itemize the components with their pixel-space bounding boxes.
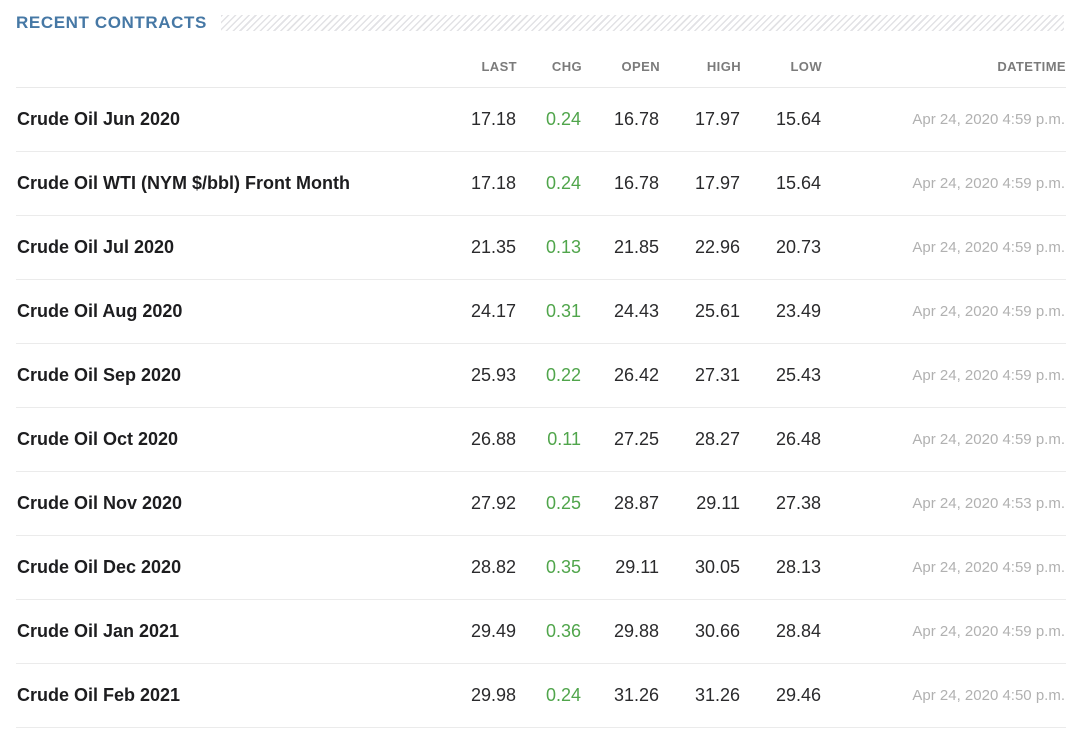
datetime-value: Apr 24, 2020 4:59 p.m.: [822, 407, 1066, 472]
open-value: 29.11: [582, 535, 660, 600]
high-value: 17.97: [660, 151, 741, 216]
change-value: 0.25: [517, 471, 582, 536]
table-row: Crude Oil Sep 2020 25.93 0.22 26.42 27.3…: [16, 343, 1066, 408]
low-value: 26.48: [741, 407, 822, 472]
change-value: 0.31: [517, 279, 582, 344]
contract-name-link[interactable]: Crude Oil Nov 2020: [16, 471, 437, 536]
high-value: 25.61: [660, 279, 741, 344]
column-header-high: HIGH: [660, 38, 741, 88]
last-value: 25.93: [437, 343, 517, 408]
column-header-last: LAST: [437, 38, 517, 88]
last-value: 28.82: [437, 535, 517, 600]
column-header-datetime: DATETIME: [822, 38, 1066, 88]
high-value: 27.31: [660, 343, 741, 408]
column-header-low: LOW: [741, 38, 822, 88]
open-value: 24.43: [582, 279, 660, 344]
contract-name-link[interactable]: Crude Oil Jul 2020: [16, 215, 437, 280]
change-value: 0.24: [517, 663, 582, 728]
table-body: Crude Oil Jun 2020 17.18 0.24 16.78 17.9…: [16, 87, 1066, 728]
low-value: 28.84: [741, 599, 822, 664]
contract-name-link[interactable]: Crude Oil Oct 2020: [16, 407, 437, 472]
change-value: 0.24: [517, 87, 582, 152]
high-value: 30.05: [660, 535, 741, 600]
table-row: Crude Oil Nov 2020 27.92 0.25 28.87 29.1…: [16, 471, 1066, 536]
last-value: 26.88: [437, 407, 517, 472]
contracts-table: LAST CHG OPEN HIGH LOW DATETIME Crude Oi…: [16, 38, 1066, 728]
datetime-value: Apr 24, 2020 4:59 p.m.: [822, 343, 1066, 408]
open-value: 26.42: [582, 343, 660, 408]
contract-name-link[interactable]: Crude Oil Feb 2021: [16, 663, 437, 728]
datetime-value: Apr 24, 2020 4:59 p.m.: [822, 87, 1066, 152]
table-row: Crude Oil Dec 2020 28.82 0.35 29.11 30.0…: [16, 535, 1066, 600]
last-value: 27.92: [437, 471, 517, 536]
datetime-value: Apr 24, 2020 4:59 p.m.: [822, 279, 1066, 344]
last-value: 29.98: [437, 663, 517, 728]
last-value: 17.18: [437, 151, 517, 216]
table-row: Crude Oil Jan 2021 29.49 0.36 29.88 30.6…: [16, 599, 1066, 664]
open-value: 16.78: [582, 87, 660, 152]
change-value: 0.13: [517, 215, 582, 280]
table-row: Crude Oil WTI (NYM $/bbl) Front Month 17…: [16, 151, 1066, 216]
high-value: 28.27: [660, 407, 741, 472]
datetime-value: Apr 24, 2020 4:53 p.m.: [822, 471, 1066, 536]
contract-name-link[interactable]: Crude Oil Dec 2020: [16, 535, 437, 600]
low-value: 28.13: [741, 535, 822, 600]
open-value: 31.26: [582, 663, 660, 728]
datetime-value: Apr 24, 2020 4:50 p.m.: [822, 663, 1066, 728]
contract-name-link[interactable]: Crude Oil WTI (NYM $/bbl) Front Month: [16, 151, 437, 216]
low-value: 25.43: [741, 343, 822, 408]
low-value: 27.38: [741, 471, 822, 536]
low-value: 20.73: [741, 215, 822, 280]
open-value: 27.25: [582, 407, 660, 472]
datetime-value: Apr 24, 2020 4:59 p.m.: [822, 599, 1066, 664]
change-value: 0.35: [517, 535, 582, 600]
low-value: 15.64: [741, 87, 822, 152]
table-row: Crude Oil Oct 2020 26.88 0.11 27.25 28.2…: [16, 407, 1066, 472]
open-value: 28.87: [582, 471, 660, 536]
high-value: 29.11: [660, 471, 741, 536]
contract-name-link[interactable]: Crude Oil Aug 2020: [16, 279, 437, 344]
datetime-value: Apr 24, 2020 4:59 p.m.: [822, 151, 1066, 216]
datetime-value: Apr 24, 2020 4:59 p.m.: [822, 215, 1066, 280]
section-title: RECENT CONTRACTS: [16, 13, 207, 32]
open-value: 29.88: [582, 599, 660, 664]
column-header-name: [16, 38, 437, 88]
last-value: 29.49: [437, 599, 517, 664]
open-value: 21.85: [582, 215, 660, 280]
table-row: Crude Oil Aug 2020 24.17 0.31 24.43 25.6…: [16, 279, 1066, 344]
change-value: 0.11: [517, 407, 582, 472]
high-value: 31.26: [660, 663, 741, 728]
column-header-open: OPEN: [582, 38, 660, 88]
last-value: 17.18: [437, 87, 517, 152]
last-value: 21.35: [437, 215, 517, 280]
high-value: 17.97: [660, 87, 741, 152]
low-value: 29.46: [741, 663, 822, 728]
low-value: 23.49: [741, 279, 822, 344]
datetime-value: Apr 24, 2020 4:59 p.m.: [822, 535, 1066, 600]
contract-name-link[interactable]: Crude Oil Jan 2021: [16, 599, 437, 664]
column-header-chg: CHG: [517, 38, 582, 88]
hatch-divider: [220, 15, 1064, 31]
high-value: 30.66: [660, 599, 741, 664]
contract-name-link[interactable]: Crude Oil Jun 2020: [16, 87, 437, 152]
high-value: 22.96: [660, 215, 741, 280]
section-header: RECENT CONTRACTS: [16, 10, 1064, 36]
last-value: 24.17: [437, 279, 517, 344]
change-value: 0.24: [517, 151, 582, 216]
table-row: Crude Oil Jun 2020 17.18 0.24 16.78 17.9…: [16, 87, 1066, 152]
change-value: 0.22: [517, 343, 582, 408]
table-row: Crude Oil Feb 2021 29.98 0.24 31.26 31.2…: [16, 663, 1066, 728]
change-value: 0.36: [517, 599, 582, 664]
contract-name-link[interactable]: Crude Oil Sep 2020: [16, 343, 437, 408]
table-header-row: LAST CHG OPEN HIGH LOW DATETIME: [16, 38, 1066, 88]
table-row: Crude Oil Jul 2020 21.35 0.13 21.85 22.9…: [16, 215, 1066, 280]
low-value: 15.64: [741, 151, 822, 216]
open-value: 16.78: [582, 151, 660, 216]
